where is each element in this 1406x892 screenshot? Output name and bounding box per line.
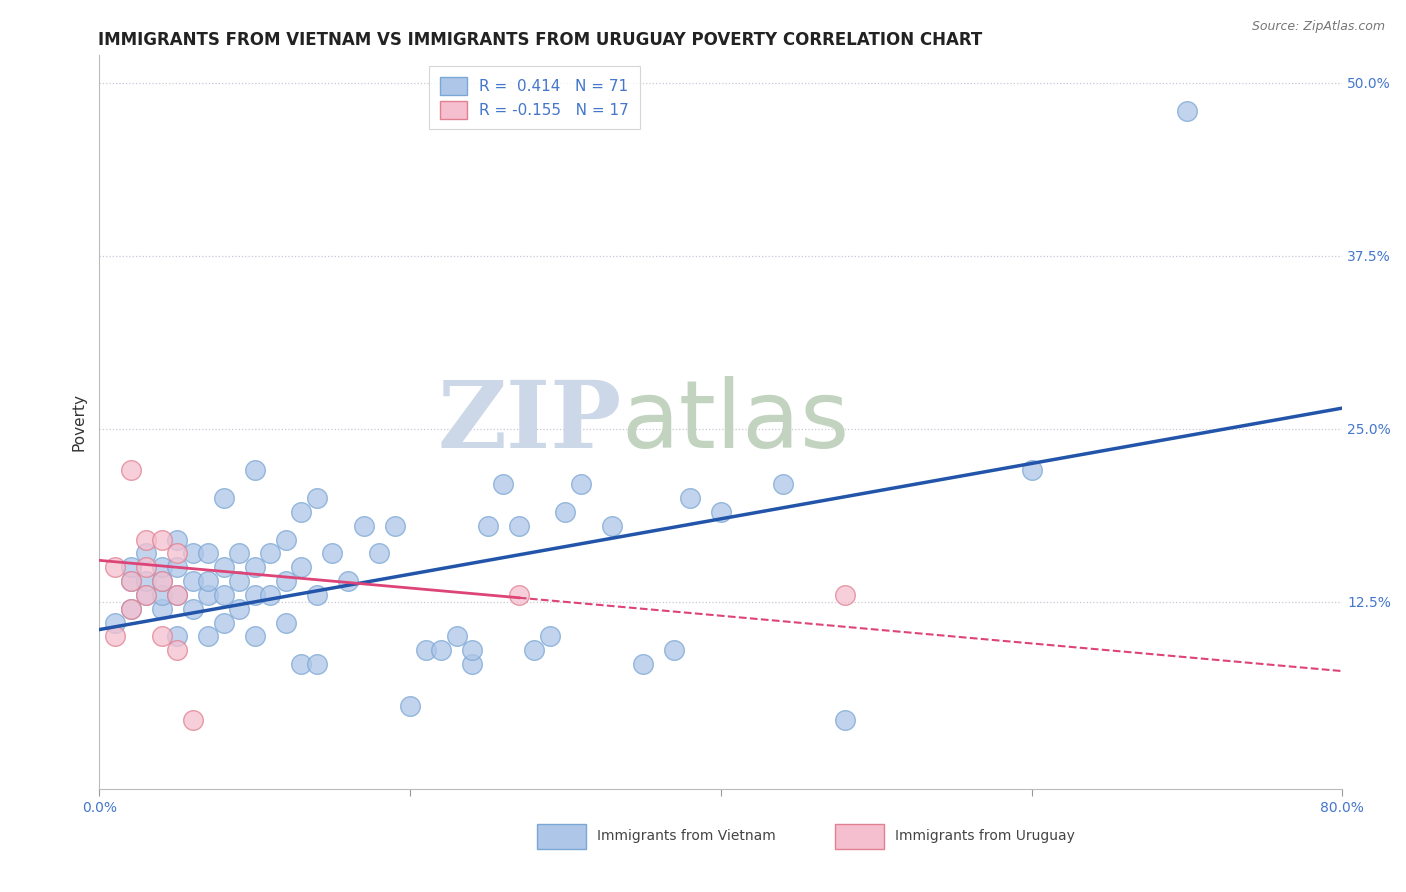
Point — [166, 630, 188, 644]
Point — [212, 588, 235, 602]
Point — [104, 560, 127, 574]
Point — [305, 657, 328, 672]
Point — [834, 713, 856, 727]
Point — [461, 643, 484, 657]
Point — [166, 560, 188, 574]
Point — [243, 588, 266, 602]
Point — [353, 518, 375, 533]
Point — [399, 698, 422, 713]
Point — [631, 657, 654, 672]
Point — [228, 546, 250, 560]
Point — [197, 546, 219, 560]
Point — [150, 588, 173, 602]
Point — [243, 630, 266, 644]
Point — [104, 615, 127, 630]
Point — [1021, 463, 1043, 477]
Text: IMMIGRANTS FROM VIETNAM VS IMMIGRANTS FROM URUGUAY POVERTY CORRELATION CHART: IMMIGRANTS FROM VIETNAM VS IMMIGRANTS FR… — [98, 31, 983, 49]
Legend: R =  0.414   N = 71, R = -0.155   N = 17: R = 0.414 N = 71, R = -0.155 N = 17 — [429, 66, 640, 129]
Point — [150, 560, 173, 574]
Point — [600, 518, 623, 533]
Point — [321, 546, 343, 560]
Point — [461, 657, 484, 672]
Point — [212, 615, 235, 630]
Point — [664, 643, 686, 657]
Y-axis label: Poverty: Poverty — [72, 393, 86, 451]
Point — [1175, 103, 1198, 118]
Point — [569, 477, 592, 491]
Point — [120, 574, 142, 588]
Point — [120, 602, 142, 616]
Point — [538, 630, 561, 644]
Point — [228, 574, 250, 588]
Point — [430, 643, 453, 657]
Point — [384, 518, 406, 533]
Point — [492, 477, 515, 491]
Point — [135, 588, 157, 602]
Point — [150, 574, 173, 588]
Point — [181, 602, 204, 616]
Point — [212, 560, 235, 574]
Text: Source: ZipAtlas.com: Source: ZipAtlas.com — [1251, 20, 1385, 33]
Point — [259, 588, 281, 602]
Point — [166, 588, 188, 602]
Point — [290, 560, 312, 574]
Point — [197, 588, 219, 602]
Point — [120, 602, 142, 616]
Text: atlas: atlas — [621, 376, 849, 468]
Point — [710, 505, 733, 519]
Point — [274, 533, 297, 547]
Point — [508, 588, 530, 602]
Point — [834, 588, 856, 602]
Point — [120, 560, 142, 574]
Text: Immigrants from Uruguay: Immigrants from Uruguay — [896, 829, 1076, 843]
Point — [212, 491, 235, 505]
Point — [554, 505, 576, 519]
Point — [337, 574, 360, 588]
Point — [181, 574, 204, 588]
Point — [368, 546, 391, 560]
Point — [290, 657, 312, 672]
Point — [446, 630, 468, 644]
Point — [150, 533, 173, 547]
Point — [415, 643, 437, 657]
Point — [305, 491, 328, 505]
Point — [135, 546, 157, 560]
Text: Immigrants from Vietnam: Immigrants from Vietnam — [598, 829, 776, 843]
Point — [150, 602, 173, 616]
Point — [166, 546, 188, 560]
Point — [166, 643, 188, 657]
Point — [772, 477, 794, 491]
Point — [290, 505, 312, 519]
Text: ZIP: ZIP — [437, 377, 621, 467]
Point — [274, 574, 297, 588]
Point — [166, 588, 188, 602]
Point — [228, 602, 250, 616]
Point — [150, 630, 173, 644]
Point — [523, 643, 546, 657]
Point — [259, 546, 281, 560]
Point — [181, 546, 204, 560]
Point — [508, 518, 530, 533]
Point — [243, 463, 266, 477]
Point — [197, 630, 219, 644]
Point — [104, 630, 127, 644]
Point — [166, 533, 188, 547]
Point — [135, 588, 157, 602]
Point — [135, 574, 157, 588]
Point — [150, 574, 173, 588]
Point — [243, 560, 266, 574]
Point — [477, 518, 499, 533]
Point — [120, 463, 142, 477]
Point — [274, 615, 297, 630]
Point — [135, 560, 157, 574]
Point — [679, 491, 702, 505]
Point — [120, 574, 142, 588]
Point — [135, 533, 157, 547]
Point — [197, 574, 219, 588]
Point — [305, 588, 328, 602]
Point — [181, 713, 204, 727]
